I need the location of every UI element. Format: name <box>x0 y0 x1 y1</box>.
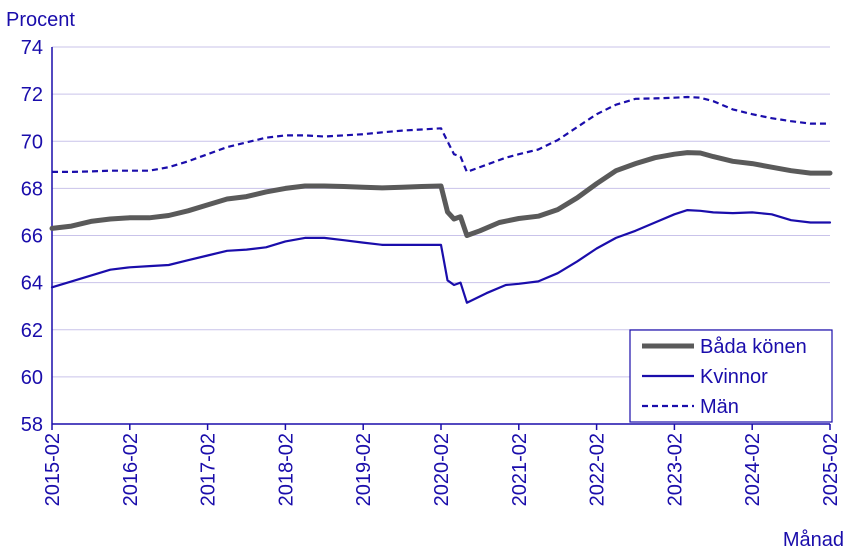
x-tick-label: 2019-02 <box>353 433 375 506</box>
x-tick-label: 2023-02 <box>664 433 686 506</box>
series-line-1 <box>50 209 832 304</box>
series-line-0 <box>49 150 833 238</box>
y-tick-labels: 58 60 62 64 66 68 70 72 74 <box>21 37 43 436</box>
y-tick-label: 62 <box>21 320 43 342</box>
x-tick-label: 2025-02 <box>820 433 842 506</box>
y-tick-label: 72 <box>21 84 43 106</box>
x-tick-label: 2017-02 <box>198 433 220 506</box>
legend-label-man: Män <box>700 396 739 418</box>
x-tick-label: 2018-02 <box>275 433 297 506</box>
x-tick-label: 2021-02 <box>509 433 531 506</box>
legend: Båda könen Kvinnor Män <box>629 329 833 423</box>
y-tick-label: 60 <box>21 367 43 389</box>
x-tick-label: 2024-02 <box>742 433 764 506</box>
x-tick-label: 2020-02 <box>431 433 453 506</box>
series-lines <box>49 95 833 304</box>
x-tick-label: 2015-02 <box>42 433 64 506</box>
y-tick-label: 66 <box>21 226 43 248</box>
legend-label-bada-konen: Båda könen <box>700 336 807 358</box>
y-tick-label: 70 <box>21 131 43 153</box>
y-tick-label: 74 <box>21 37 43 59</box>
legend-label-kvinnor: Kvinnor <box>700 366 768 388</box>
y-tick-label: 64 <box>21 273 43 295</box>
y-axis-title: Procent <box>6 9 75 31</box>
x-axis-title: Månad <box>783 529 844 551</box>
x-tick-label: 2022-02 <box>587 433 609 506</box>
y-tick-label: 58 <box>21 414 43 436</box>
x-tick-label: 2016-02 <box>120 433 142 506</box>
series-line-2 <box>52 95 830 173</box>
x-tick-labels: 2015-02 2016-02 2017-02 2018-02 2019-02 2020-… <box>42 424 842 506</box>
y-tick-label: 68 <box>21 178 43 200</box>
